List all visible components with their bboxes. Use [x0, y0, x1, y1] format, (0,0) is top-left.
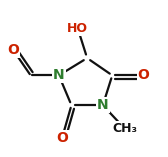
Text: HO: HO — [67, 22, 88, 35]
Text: O: O — [7, 43, 19, 57]
Text: O: O — [138, 68, 150, 82]
Text: O: O — [56, 131, 68, 145]
Text: CH₃: CH₃ — [112, 122, 137, 135]
Text: N: N — [53, 68, 65, 82]
Text: N: N — [97, 98, 109, 112]
